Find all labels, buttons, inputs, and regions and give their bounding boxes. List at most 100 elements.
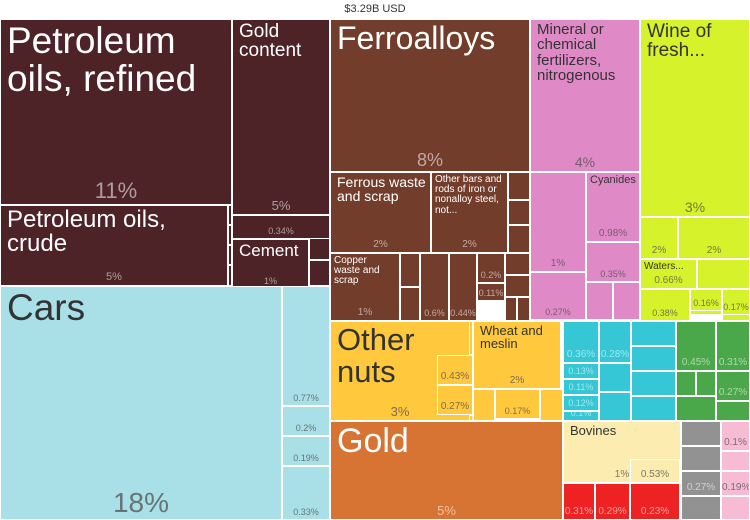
tile-label: Cars xyxy=(7,287,86,328)
treemap-subcell xyxy=(228,265,232,286)
treemap-subcell xyxy=(716,401,750,421)
treemap-subcell xyxy=(508,225,530,253)
treemap-tile: 1% xyxy=(530,172,586,272)
treemap-tile: 0.27% xyxy=(437,385,473,415)
treemap-tile: 0.19% xyxy=(721,471,750,496)
treemap-tile: 0.1% xyxy=(563,411,599,421)
treemap-subcell xyxy=(473,389,495,421)
treemap-tile: 0.43% xyxy=(437,355,473,385)
treemap-tile: 0.1% xyxy=(721,421,750,451)
tile-label: Gold xyxy=(337,422,409,460)
treemap-subcell xyxy=(681,421,721,446)
treemap-tile: Cyanides 0.98% xyxy=(586,172,640,242)
treemap-tile: 0.17% xyxy=(722,289,750,315)
treemap-subcell xyxy=(228,225,232,245)
tile-share: 0.17% xyxy=(504,406,531,416)
tile-share: 0.77% xyxy=(293,393,319,403)
treemap-subcell xyxy=(586,282,613,320)
chart-total-label: $3.29B USD xyxy=(344,3,406,15)
treemap-subcell xyxy=(613,282,640,320)
treemap-tile: 0.11% xyxy=(477,283,505,301)
tile-share: 0.27% xyxy=(718,387,748,398)
treemap-tile: Petroleum oils, crude 5% xyxy=(0,205,228,286)
tile-share: 0.53% xyxy=(640,469,670,480)
tile-share: 0.29% xyxy=(598,506,627,517)
tile-share: 2% xyxy=(706,245,722,256)
treemap-tile: Wheat and meslin 2% xyxy=(473,321,561,389)
treemap-tile: 0.19% xyxy=(282,436,330,466)
treemap-tile: Gold 5% xyxy=(330,421,563,520)
tile-share: 0.27% xyxy=(545,307,571,317)
treemap-tile: 0.38% xyxy=(640,289,690,321)
treemap-tile: Wine of fresh... 3% xyxy=(640,19,750,217)
treemap-subcell xyxy=(400,253,420,287)
treemap-tile: Gold content 5% xyxy=(232,19,330,215)
treemap-tile: Petroleum oils, refined 11% xyxy=(0,19,232,205)
tile-share: 3% xyxy=(390,404,410,419)
tile-share: 0.2% xyxy=(480,270,502,280)
tile-share: 2% xyxy=(462,239,477,250)
tile-share: 0.33% xyxy=(293,507,319,517)
tile-share: 3% xyxy=(684,199,706,215)
treemap-tile: Ferrous waste and scrap 2% xyxy=(330,172,431,253)
tile-share: 0.34% xyxy=(268,226,294,236)
treemap-tile: 0.34% xyxy=(232,215,330,239)
treemap-tile: 0.36% xyxy=(563,321,599,363)
treemap-subcell xyxy=(676,371,696,396)
tile-label: Petroleum oils, refined xyxy=(7,20,197,99)
tile-share: 0.45% xyxy=(681,357,711,368)
treemap-tile: 0.31% xyxy=(716,321,750,371)
tile-label: Ferroalloys xyxy=(337,20,496,56)
tile-share: 0.1% xyxy=(570,411,592,418)
tile-label: Cement xyxy=(239,241,299,260)
treemap-subcell xyxy=(681,496,721,520)
tile-share: 2% xyxy=(651,245,667,256)
treemap-subcell xyxy=(631,321,676,346)
treemap-tile: 0.12% xyxy=(563,395,599,411)
tile-share: 0.16% xyxy=(693,298,719,308)
treemap: Petroleum oils, refined 11% Petroleum oils… xyxy=(0,19,750,520)
tile-share: 0.38% xyxy=(652,308,678,318)
tile-share: 1% xyxy=(550,258,566,269)
tile-share: 0.6% xyxy=(424,308,445,318)
treemap-subcell xyxy=(721,451,750,471)
treemap-subcell xyxy=(681,446,721,471)
treemap-tile: 0.23% xyxy=(630,483,680,520)
treemap-tile: Cars 18% xyxy=(0,286,282,520)
tile-share: 0.98% xyxy=(598,228,628,239)
treemap-tile: 0.33% xyxy=(282,466,330,520)
treemap-tile: 0.28% xyxy=(599,321,631,363)
treemap-tile: Mineral or chemical fertilizers, nitroge… xyxy=(530,19,640,172)
tile-share: 0.19% xyxy=(722,482,750,493)
treemap-subcell xyxy=(631,346,676,371)
treemap-subcell xyxy=(508,172,530,200)
tile-share: 0.2% xyxy=(295,423,317,433)
tile-share: 0.12% xyxy=(568,398,594,408)
tile-label: Bovines xyxy=(570,423,617,438)
treemap-tile: 0.27% xyxy=(530,272,586,320)
tile-share: 5% xyxy=(271,198,291,213)
treemap-subcell xyxy=(697,259,750,289)
treemap-tile: 0.53% xyxy=(630,459,680,483)
treemap-tile: Other bars and rods of iron or nonalloy … xyxy=(431,172,508,253)
tile-share: 5% xyxy=(106,271,122,283)
tile-share: 0.11% xyxy=(478,288,504,298)
tile-label: Cyanides xyxy=(590,174,636,186)
tile-label: Other bars and rods of iron or nonalloy … xyxy=(435,174,502,216)
tile-share: 18% xyxy=(112,487,170,518)
tile-share: 11% xyxy=(94,178,138,203)
tile-share: 5% xyxy=(437,503,456,518)
tile-share: 0.36% xyxy=(566,349,596,360)
treemap-subcell xyxy=(505,253,530,275)
treemap-tile: 0.11% xyxy=(563,379,599,395)
tile-share: 0.66% xyxy=(654,275,683,286)
treemap-tile: 0.77% xyxy=(282,286,330,406)
treemap-tile: 0.29% xyxy=(595,483,630,520)
tile-label: Ferrous waste and scrap xyxy=(337,174,426,205)
tile-share: 1% xyxy=(263,276,277,286)
treemap-tile: 0.45% xyxy=(676,321,716,371)
tile-label: Other nuts xyxy=(337,322,415,389)
tile-share: 0.1% xyxy=(724,437,747,448)
tile-share: 0.44% xyxy=(450,308,476,318)
treemap-subcell xyxy=(505,275,530,297)
